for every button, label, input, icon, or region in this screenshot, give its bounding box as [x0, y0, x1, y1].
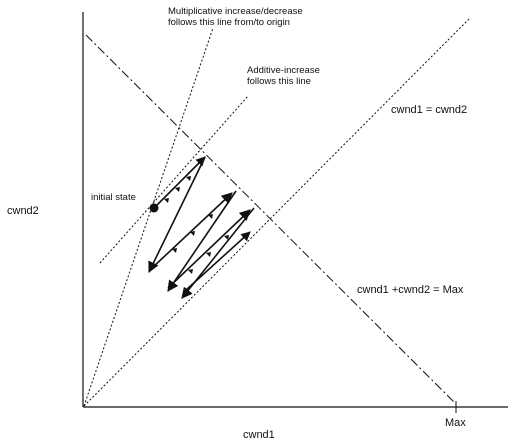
- multiplicative-line: [83, 27, 214, 407]
- trajectory-segment: [148, 156, 206, 274]
- trajectory-segment: [153, 156, 206, 209]
- additive-label-line1: Additive-increase: [247, 65, 320, 76]
- trajectory-segment: [167, 190, 237, 292]
- trajectory-segment: [185, 231, 251, 291]
- x-axis-label: cwnd1: [243, 429, 275, 441]
- trajectory-segment: [151, 192, 233, 269]
- aimd-trajectory: [148, 156, 255, 299]
- y-axis-label: cwnd2: [7, 205, 39, 217]
- sum-line-label: cwnd1 +cwnd2 = Max: [357, 284, 464, 296]
- max-tick-label: Max: [445, 417, 466, 429]
- additive-step-markers: [164, 176, 229, 274]
- trajectory-segment: [167, 209, 251, 289]
- equal-share-line: [83, 17, 471, 407]
- additive-line: [99, 95, 249, 264]
- equal-share-label: cwnd1 = cwnd2: [391, 104, 467, 116]
- initial-state-label: initial state: [91, 192, 136, 203]
- fairness-sum-line: [85, 34, 457, 405]
- multiplicative-label-line2: follows this line from/to origin: [168, 17, 290, 28]
- additive-label-line2: follows this line: [247, 76, 311, 87]
- multiplicative-label-line1: Multiplicative increase/decrease: [168, 6, 303, 17]
